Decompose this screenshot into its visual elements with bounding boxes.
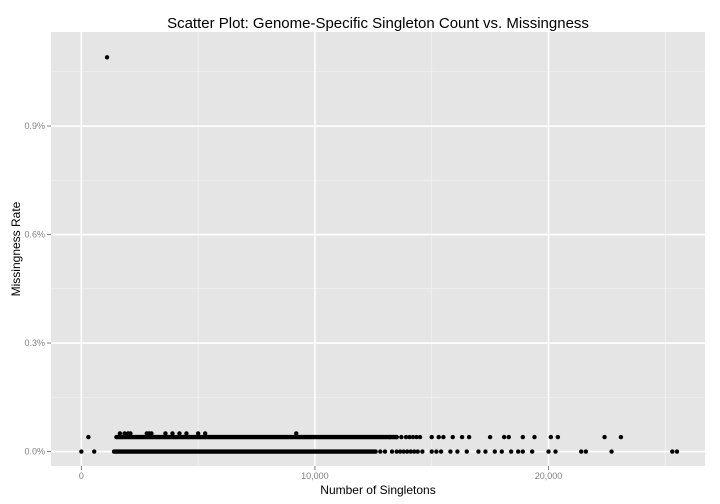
data-point <box>184 431 189 436</box>
data-point <box>532 434 537 440</box>
chart-title: Scatter Plot: Genome-Specific Singleton … <box>167 15 589 32</box>
data-point <box>529 449 535 454</box>
y-tick-label: 0.3% <box>24 338 45 348</box>
data-point <box>436 434 441 440</box>
data-point <box>170 431 175 436</box>
data-point <box>79 449 84 454</box>
data-point <box>407 434 412 440</box>
data-point <box>401 449 406 454</box>
data-point <box>420 449 425 454</box>
data-point <box>670 449 675 454</box>
data-point <box>414 434 419 440</box>
data-point <box>122 431 127 436</box>
x-tick-label: 20,000 <box>535 471 563 481</box>
data-point <box>455 449 460 454</box>
data-point <box>378 449 383 454</box>
data-point <box>553 449 558 454</box>
data-point <box>618 434 624 440</box>
data-point <box>441 434 446 440</box>
data-point <box>117 431 123 436</box>
data-point <box>429 434 434 440</box>
data-point <box>177 431 182 436</box>
data-point <box>483 449 488 454</box>
data-point <box>415 449 420 454</box>
data-point <box>434 449 439 454</box>
data-point <box>583 449 589 454</box>
data-point <box>501 434 507 440</box>
data-point <box>487 434 493 440</box>
data-point <box>602 434 607 440</box>
data-point <box>408 449 413 454</box>
data-point <box>202 431 208 436</box>
x-tick-label: 0 <box>79 471 84 481</box>
y-tick-label: 0.6% <box>24 230 45 240</box>
data-point <box>417 434 423 440</box>
y-axis-ticks: 0.0% 0.3% 0.6% 0.9% <box>24 121 51 457</box>
data-point <box>149 431 154 436</box>
plot-panel <box>51 32 705 466</box>
data-point <box>394 434 399 440</box>
data-point <box>548 434 554 440</box>
data-point <box>476 449 481 454</box>
data-point <box>579 449 584 454</box>
data-point <box>609 449 614 454</box>
data-point <box>104 55 110 60</box>
y-tick-label: 0.9% <box>24 121 45 131</box>
data-point <box>412 449 417 454</box>
y-tick-label: 0.0% <box>24 447 45 457</box>
data-point <box>508 449 514 454</box>
data-point <box>520 434 526 440</box>
data-point <box>520 449 526 454</box>
data-point <box>403 434 409 440</box>
data-points <box>79 55 680 454</box>
data-point <box>492 449 497 454</box>
data-point <box>294 431 299 436</box>
data-point <box>555 434 561 440</box>
data-point <box>128 431 133 436</box>
data-point <box>499 449 504 454</box>
data-point <box>459 434 465 440</box>
data-point <box>410 434 416 440</box>
data-point <box>448 449 453 454</box>
data-point <box>404 449 410 454</box>
data-point <box>546 449 551 454</box>
x-axis-ticks: 0 10,000 20,000 <box>79 466 562 481</box>
data-point <box>163 431 168 436</box>
x-tick-label: 10,000 <box>301 471 329 481</box>
data-point <box>674 449 680 454</box>
data-point <box>438 449 444 454</box>
data-point <box>515 449 521 454</box>
data-point <box>394 449 399 454</box>
data-point <box>450 434 455 440</box>
data-point <box>389 449 395 454</box>
data-point <box>506 434 511 440</box>
dense-point-bands <box>111 434 399 454</box>
minor-gridlines <box>51 32 705 466</box>
data-point <box>429 449 434 454</box>
data-point <box>382 449 388 454</box>
data-point <box>195 431 201 436</box>
data-point <box>92 449 97 454</box>
data-point <box>399 434 404 440</box>
data-point <box>397 449 403 454</box>
data-point <box>387 434 392 440</box>
data-point <box>464 449 469 454</box>
x-axis-label: Number of Singletons <box>320 483 435 497</box>
data-point <box>86 434 91 440</box>
y-axis-label: Missingness Rate <box>9 201 23 296</box>
data-point <box>466 434 472 440</box>
